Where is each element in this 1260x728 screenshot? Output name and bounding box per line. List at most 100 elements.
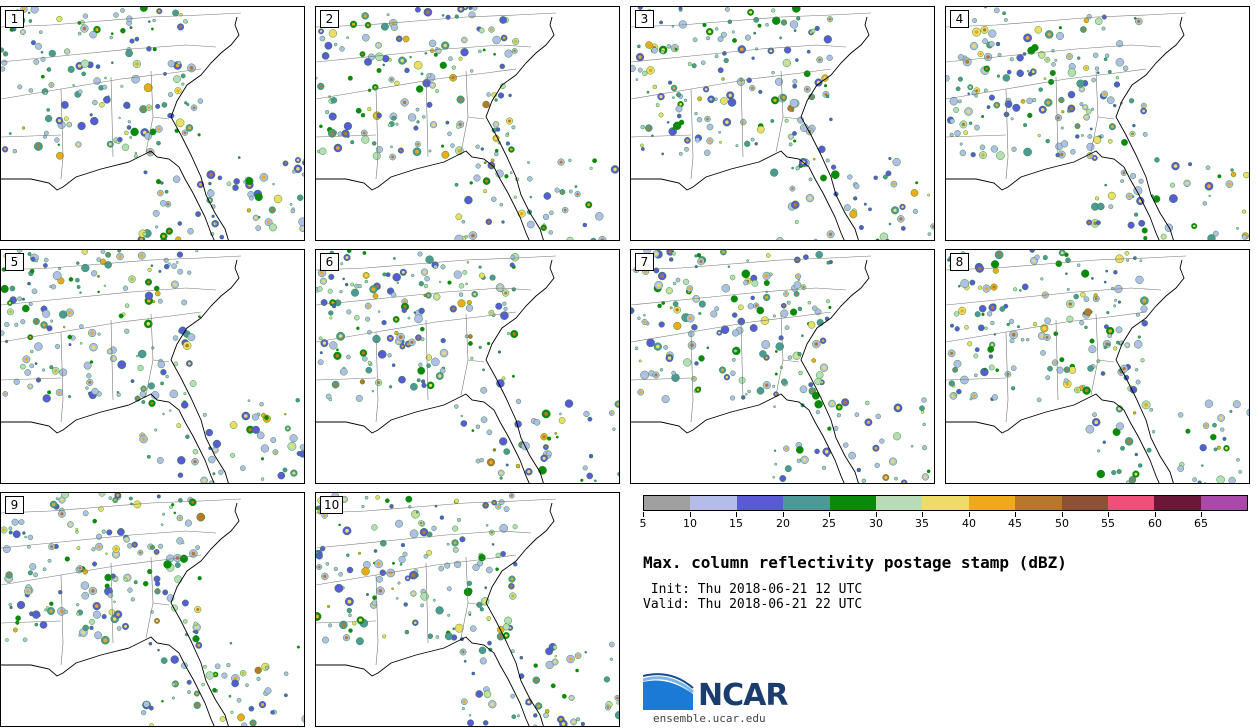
echo-cell <box>984 326 988 330</box>
echo-cell <box>264 665 269 670</box>
echo-cell <box>499 523 508 533</box>
reflectivity-echoes <box>1 250 304 483</box>
echo-core <box>412 592 415 595</box>
echo-cell <box>658 321 665 328</box>
echo-cell <box>409 529 419 539</box>
echo-cell <box>949 118 955 124</box>
echo-cell <box>377 350 387 359</box>
echo-cell <box>486 92 491 97</box>
echo-cell <box>208 181 212 186</box>
echo-cell <box>77 31 82 36</box>
echo-core <box>1087 221 1091 224</box>
echo-cell <box>160 381 165 386</box>
echo-cell <box>101 614 107 620</box>
echo-cell <box>181 541 185 545</box>
echo-cell <box>640 147 645 151</box>
echo-cell <box>371 389 375 393</box>
echo-cell <box>821 465 827 470</box>
echo-cell <box>580 721 585 726</box>
echo-cell <box>1002 74 1010 82</box>
echo-cell <box>176 423 182 429</box>
echo-cell <box>319 545 326 552</box>
echo-cell <box>1220 427 1225 432</box>
echo-core <box>336 146 340 150</box>
echo-cell <box>469 181 473 185</box>
echo-core <box>1134 472 1138 476</box>
echo-cell <box>161 102 168 108</box>
echo-cell <box>1107 138 1113 144</box>
echo-core <box>187 126 191 130</box>
echo-cell <box>8 526 13 531</box>
echo-cell <box>1 59 8 66</box>
echo-core <box>97 545 101 549</box>
echo-core <box>316 614 319 619</box>
colorbar-tick-mark <box>969 512 970 517</box>
echo-cell <box>706 123 714 131</box>
echo-cell <box>82 510 89 517</box>
echo-cell <box>1 330 5 336</box>
echo-cell <box>722 51 727 56</box>
echo-cell <box>205 671 214 680</box>
echo-cell <box>1230 168 1234 172</box>
echo-core <box>241 671 245 675</box>
echo-core <box>1060 251 1064 255</box>
echo-cell <box>249 195 254 201</box>
echo-cell <box>753 31 757 35</box>
echo-cell <box>490 158 495 163</box>
echo-cell <box>675 277 681 283</box>
echo-cell <box>1027 112 1033 119</box>
echo-cell <box>129 136 133 139</box>
echo-cell <box>174 575 183 584</box>
echo-cell <box>1090 276 1094 280</box>
echo-cell <box>76 285 81 289</box>
echo-cell <box>758 89 763 94</box>
echo-cell <box>466 300 472 306</box>
echo-core <box>765 295 769 299</box>
echo-core <box>563 208 567 212</box>
echo-cell <box>146 46 152 52</box>
echo-cell <box>1205 165 1211 170</box>
echo-core <box>432 123 435 127</box>
echo-cell <box>879 232 889 240</box>
echo-cell <box>465 282 468 286</box>
echo-cell <box>268 223 277 232</box>
echo-cell <box>659 20 663 25</box>
echo-cell <box>969 279 976 286</box>
echo-cell <box>678 151 683 156</box>
echo-cell <box>469 69 474 73</box>
echo-cell <box>973 353 979 359</box>
echo-cell <box>165 374 169 379</box>
echo-cell <box>177 456 186 465</box>
echo-cell <box>97 332 101 336</box>
echo-cell <box>90 270 98 277</box>
colorbar-tick-label: 20 <box>776 517 790 530</box>
echo-cell <box>454 498 459 504</box>
echo-cell <box>92 561 98 567</box>
echo-cell <box>98 493 106 497</box>
echo-core <box>146 322 151 326</box>
echo-cell <box>1228 476 1236 483</box>
echo-cell <box>833 425 839 431</box>
echo-cell <box>42 309 51 318</box>
echo-cell <box>545 450 552 457</box>
chart-title: Max. column reflectivity postage stamp (… <box>643 553 1067 572</box>
echo-core <box>808 196 812 200</box>
echo-cell <box>1188 162 1193 167</box>
echo-cell <box>468 714 472 717</box>
echo-core <box>1093 156 1096 160</box>
echo-core <box>497 505 500 508</box>
echo-core <box>647 43 651 47</box>
echo-cell <box>486 429 493 436</box>
echo-core <box>463 7 467 9</box>
echo-cell <box>346 553 350 557</box>
echo-cell <box>381 22 389 31</box>
coastline <box>1 502 240 726</box>
echo-core <box>837 405 841 409</box>
echo-core <box>679 103 682 106</box>
colorbar-tick-label: 25 <box>822 517 836 530</box>
echo-core <box>323 514 326 517</box>
echo-cell <box>820 174 827 182</box>
echo-core <box>136 397 139 400</box>
state-border <box>631 287 847 306</box>
echo-cell <box>479 607 484 612</box>
